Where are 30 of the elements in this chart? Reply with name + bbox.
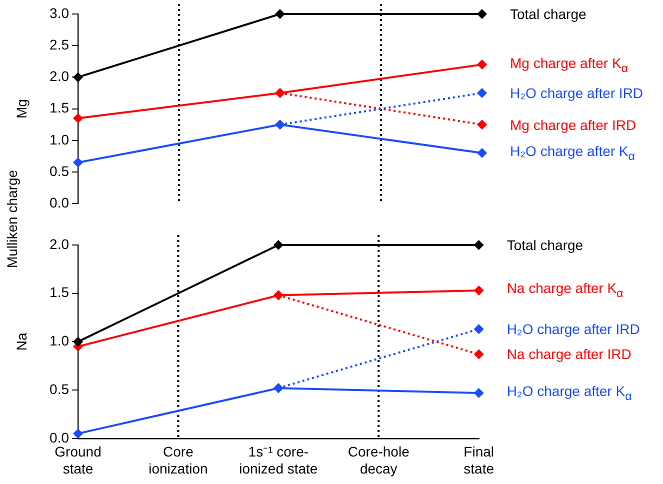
series-label: Na charge after IRD	[506, 346, 632, 362]
series-label: Mg charge after K$_{α}$	[510, 54, 628, 74]
series-label: H₂O charge after K$_{α}$	[506, 383, 632, 403]
y-axis-title: Na	[13, 332, 30, 351]
y-tick-label: 1.5	[50, 100, 70, 116]
series-label: H₂O charge after K$_{α}$	[510, 143, 636, 163]
text: Mulliken charge	[4, 170, 20, 268]
x-tick-label: 1s⁻¹ core- ionized state	[239, 444, 318, 476]
y-tick-label: 2.0	[50, 236, 70, 252]
series-label: Total charge	[510, 6, 586, 22]
x-tick-label: Core-hole decay	[348, 444, 410, 476]
y-tick-label: 2.0	[50, 68, 70, 84]
x-tick-label: Ground state	[54, 444, 102, 476]
y-tick-label: 1.5	[50, 284, 70, 300]
series-label: Mg charge after IRD	[510, 116, 636, 133]
y-axis-title: Mg	[13, 99, 30, 119]
y-tick-label: 1.0	[50, 131, 70, 148]
y-tick-label: 2.5	[50, 36, 70, 52]
x-tick-label: Final state	[464, 444, 494, 476]
y-tick-label: 1.0	[50, 332, 70, 349]
y-tick-label: 0.0	[50, 194, 70, 210]
y-tick-label: 0.5	[50, 162, 70, 179]
y-tick-label: 0.5	[50, 380, 70, 397]
series-label: Total charge	[506, 237, 584, 253]
series-label: Na charge after K$_{α}$	[506, 280, 624, 300]
series-label: H₂O charge after IRD	[506, 321, 640, 338]
series-label: H₂O charge after IRD	[510, 85, 644, 101]
x-tick-label: Core ionization	[148, 444, 208, 476]
y-tick-label: 3.0	[50, 4, 70, 21]
y-tick-label: 0.0	[50, 429, 70, 446]
